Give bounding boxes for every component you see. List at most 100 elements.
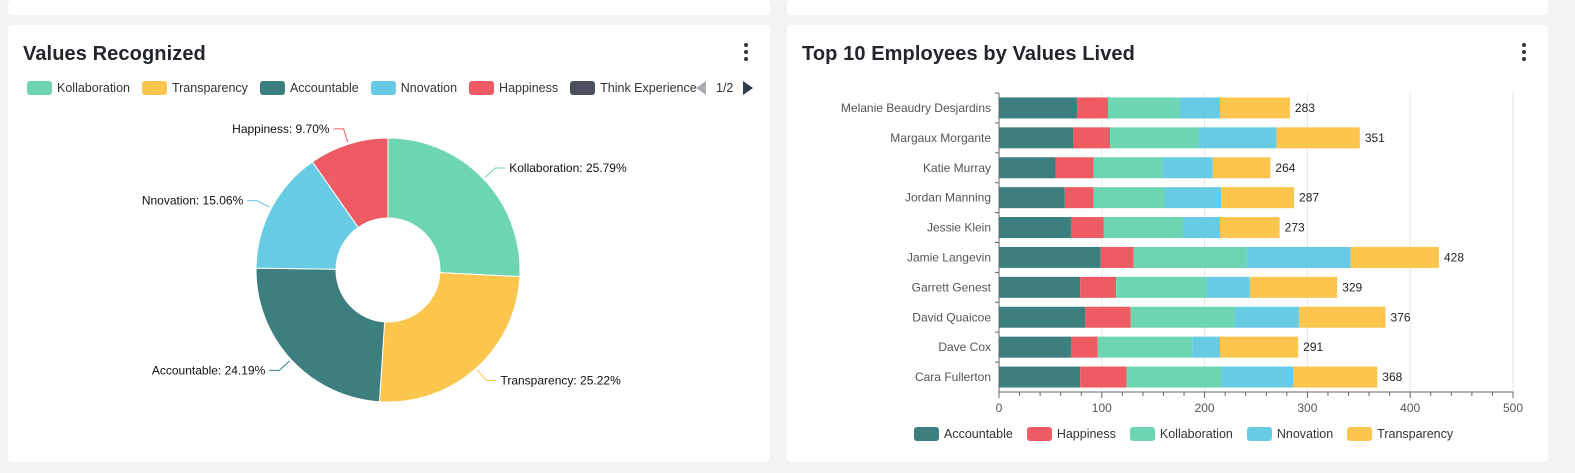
bar-category-label: Garrett Genest xyxy=(912,280,992,294)
bar-category-label: Jessie Klein xyxy=(927,221,991,235)
bar-segment-nnovation[interactable] xyxy=(1198,127,1277,149)
bar-segment-happiness[interactable] xyxy=(1085,306,1131,328)
bar-segment-kollaboration[interactable] xyxy=(1133,246,1247,268)
pie-slice-kollaboration[interactable] xyxy=(387,137,521,278)
pie-slice-nnovation[interactable] xyxy=(255,161,359,270)
pie-legend-swatch xyxy=(370,81,396,95)
pie-legend-label: Happiness xyxy=(499,81,559,95)
bar-segment-nnovation[interactable] xyxy=(1192,336,1221,358)
pie-legend-item-think-experience[interactable]: Think Experience xyxy=(570,79,697,97)
bar-segment-kollaboration[interactable] xyxy=(1107,97,1180,119)
pie-legend-item-happiness[interactable]: Happiness xyxy=(469,79,558,97)
bar-segment-nnovation[interactable] xyxy=(1234,306,1300,328)
bar-total-label: 283 xyxy=(1295,101,1315,115)
bar-legend-label: Accountable xyxy=(944,427,1013,441)
bar-segment-transparency[interactable] xyxy=(1220,217,1280,239)
bar-total-label: 273 xyxy=(1285,221,1305,235)
pie-legend: Kollaboration Transparency Accountable Nnov… xyxy=(27,79,707,97)
bar-segment-accountable[interactable] xyxy=(999,157,1056,179)
bar-segment-happiness[interactable] xyxy=(1055,157,1094,179)
bar-segment-nnovation[interactable] xyxy=(1179,97,1221,119)
bar-segment-kollaboration[interactable] xyxy=(1110,127,1199,149)
pie-legend-swatch xyxy=(570,81,596,95)
bar-segment-transparency[interactable] xyxy=(1220,97,1290,119)
x-axis-tick-label: 200 xyxy=(1195,401,1215,415)
bar-segment-kollaboration[interactable] xyxy=(1093,157,1163,179)
bar-chart: 283 Melanie Beaudry Desjardins 351 Margaux … xyxy=(841,92,1523,415)
bar-segment-kollaboration[interactable] xyxy=(1116,276,1207,298)
pie-legend-item-kollaboration[interactable]: Kollaboration xyxy=(27,79,130,97)
bar-segment-happiness[interactable] xyxy=(1064,187,1094,209)
bar-total-label: 329 xyxy=(1342,280,1362,294)
pie-legend-label: Transparency xyxy=(171,81,248,95)
bar-segment-transparency[interactable] xyxy=(1212,157,1271,179)
bar-segment-kollaboration[interactable] xyxy=(1093,187,1165,209)
bar-segment-transparency[interactable] xyxy=(1293,366,1378,388)
bar-segment-transparency[interactable] xyxy=(1350,246,1439,268)
bar-category-label: Katie Murray xyxy=(923,161,991,175)
bar-legend: Accountable Happiness Kollaboration Nnovati… xyxy=(914,425,1467,441)
bar-segment-happiness[interactable] xyxy=(1080,276,1117,298)
bar-segment-transparency[interactable] xyxy=(1276,127,1360,149)
bar-legend-swatch xyxy=(914,427,939,441)
bar-legend-item-nnovation[interactable]: Nnovation xyxy=(1246,425,1334,443)
bar-segment-kollaboration[interactable] xyxy=(1126,366,1222,388)
bar-legend-item-kollaboration[interactable]: Kollaboration xyxy=(1129,425,1233,443)
bar-total-label: 368 xyxy=(1382,370,1402,384)
bar-segment-nnovation[interactable] xyxy=(1162,157,1213,179)
pie-legend-item-nnovation[interactable]: Nnovation xyxy=(370,79,457,97)
bar-segment-accountable[interactable] xyxy=(999,366,1081,388)
bar-segment-accountable[interactable] xyxy=(999,276,1081,298)
values-recognized-menu-icon[interactable] xyxy=(739,41,753,63)
bar-segment-accountable[interactable] xyxy=(999,127,1074,149)
bar-segment-accountable[interactable] xyxy=(999,187,1065,209)
values-recognized-card: Values Recognized Kollaboration Transpare… xyxy=(8,25,770,462)
bar-legend-swatch xyxy=(1026,427,1052,441)
legend-next-icon[interactable] xyxy=(743,81,754,95)
bar-category-label: David Quaicoe xyxy=(912,310,991,324)
bar-segment-accountable[interactable] xyxy=(999,336,1071,358)
pie-legend-item-transparency[interactable]: Transparency xyxy=(141,79,248,97)
bar-segment-nnovation[interactable] xyxy=(1221,366,1294,388)
top-employees-title: Top 10 Employees by Values Lived xyxy=(802,43,1135,65)
bar-segment-happiness[interactable] xyxy=(1100,246,1134,268)
bar-segment-nnovation[interactable] xyxy=(1164,187,1222,209)
bar-total-label: 291 xyxy=(1303,340,1323,354)
pie-label-happiness: Happiness: 9.70% xyxy=(232,122,330,136)
bar-legend-item-transparency[interactable]: Transparency xyxy=(1347,425,1453,443)
bar-segment-kollaboration[interactable] xyxy=(1130,306,1235,328)
bar-segment-accountable[interactable] xyxy=(999,306,1086,328)
bar-segment-nnovation[interactable] xyxy=(1206,276,1250,298)
bar-segment-happiness[interactable] xyxy=(1080,366,1127,388)
bar-segment-nnovation[interactable] xyxy=(1183,217,1221,239)
x-axis-tick-label: 400 xyxy=(1400,401,1420,415)
pie-slice-happiness[interactable] xyxy=(311,137,389,229)
bar-segment-accountable[interactable] xyxy=(999,246,1101,268)
pie-label-line-kollaboration xyxy=(484,167,506,179)
legend-prev-icon[interactable] xyxy=(696,81,706,95)
bar-segment-happiness[interactable] xyxy=(1077,97,1108,119)
pie-label-accountable: Accountable: 24.19% xyxy=(152,363,266,377)
pie-legend-label: Accountable xyxy=(289,81,359,95)
bar-segment-happiness[interactable] xyxy=(1073,127,1111,149)
bar-legend-item-accountable[interactable]: Accountable xyxy=(914,425,1013,443)
bar-legend-label: Nnovation xyxy=(1276,427,1334,441)
bar-segment-transparency[interactable] xyxy=(1249,276,1338,298)
bar-segment-accountable[interactable] xyxy=(999,217,1071,239)
pie-legend-swatch xyxy=(469,81,495,95)
bar-segment-transparency[interactable] xyxy=(1220,336,1299,358)
bar-segment-transparency[interactable] xyxy=(1221,187,1295,209)
bar-segment-kollaboration[interactable] xyxy=(1103,217,1184,239)
bar-segment-transparency[interactable] xyxy=(1299,306,1386,328)
bar-segment-kollaboration[interactable] xyxy=(1097,336,1193,358)
pie-slice-accountable[interactable] xyxy=(255,267,386,403)
pie-slice-transparency[interactable] xyxy=(378,272,521,403)
top-employees-menu-icon[interactable] xyxy=(1517,41,1531,63)
bar-segment-happiness[interactable] xyxy=(1070,217,1104,239)
bar-segment-happiness[interactable] xyxy=(1070,336,1098,358)
bar-segment-accountable[interactable] xyxy=(999,97,1078,119)
bar-segment-nnovation[interactable] xyxy=(1246,246,1351,268)
bar-legend-item-happiness[interactable]: Happiness xyxy=(1026,425,1116,443)
pie-legend-item-accountable[interactable]: Accountable xyxy=(259,79,359,97)
top-right-card-edge xyxy=(787,0,1548,15)
